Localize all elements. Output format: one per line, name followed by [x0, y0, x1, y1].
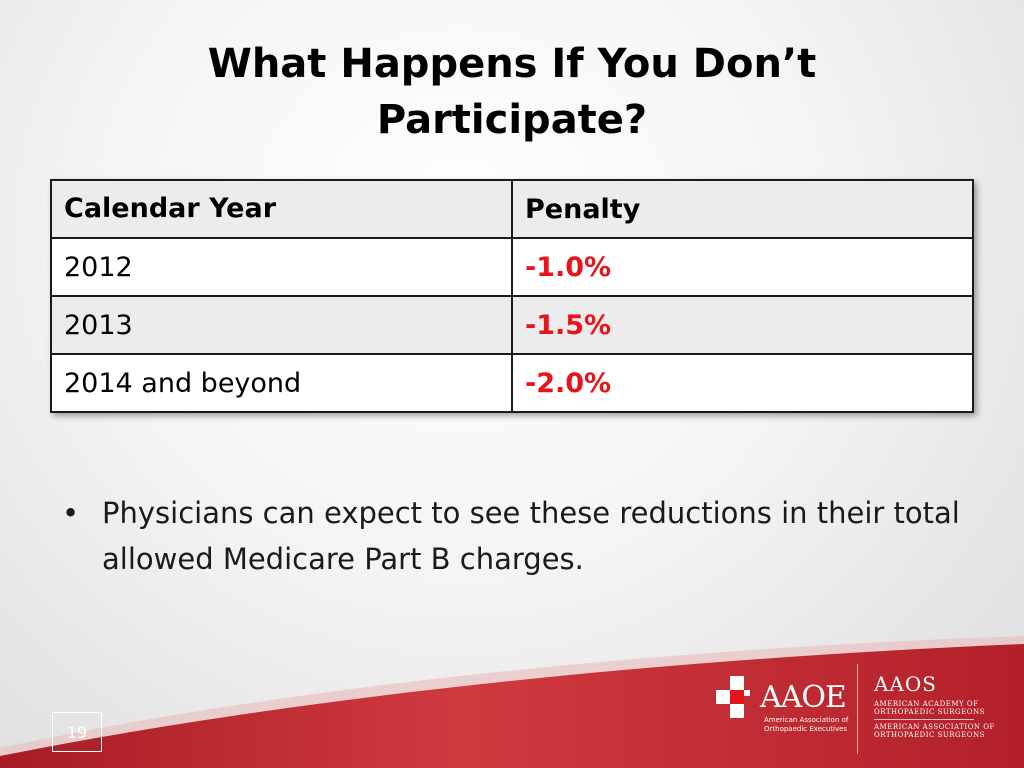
cell-year: 2014 and beyond: [50, 353, 513, 413]
aaos-line: ORTHOPAEDIC SURGEONS: [874, 708, 985, 716]
aaos-line: ORTHOPAEDIC SURGEONS: [874, 731, 985, 739]
aaoe-logo: AAOE American Association of Orthopaedic…: [716, 666, 856, 756]
slide-title: What Happens If You Don’t Participate?: [112, 36, 912, 148]
aaoe-subtitle-line: Orthopaedic Executives: [764, 725, 848, 733]
aaoe-cross-icon: [716, 676, 750, 718]
table-row: 2014 and beyond -2.0%: [50, 353, 974, 413]
table-row: 2012 -1.0%: [50, 237, 974, 297]
aaos-logo: AAOS AMERICAN ACADEMY OF ORTHOPAEDIC SUR…: [874, 672, 1014, 739]
slide-title-line-1: What Happens If You Don’t: [207, 41, 817, 87]
cell-year: 2012: [50, 237, 513, 297]
aaos-rule: [874, 719, 974, 720]
logo-divider: [857, 664, 858, 754]
cell-year: 2013: [50, 295, 513, 355]
table-row: 2013 -1.5%: [50, 295, 974, 355]
cell-penalty: -2.0%: [511, 353, 974, 413]
slide-title-line-2: Participate?: [376, 97, 648, 143]
bullet-dot-icon: •: [62, 496, 80, 530]
cell-penalty: -1.5%: [511, 295, 974, 355]
aaos-line: AMERICAN ACADEMY OF: [874, 700, 979, 708]
footer-swoosh: [0, 636, 1024, 768]
cell-penalty: -1.0%: [511, 237, 974, 297]
table-header-row: Calendar Year Penalty: [50, 179, 974, 239]
aaoe-subtitle-line: American Association of: [764, 716, 849, 724]
header-penalty: Penalty: [511, 179, 974, 239]
aaos-line: AMERICAN ASSOCIATION OF: [874, 723, 995, 731]
bullet-text: Physicians can expect to see these reduc…: [102, 496, 960, 576]
aaoe-subtitle: American Association of Orthopaedic Exec…: [764, 716, 848, 734]
aaoe-name: AAOE: [760, 680, 847, 715]
penalty-table: Calendar Year Penalty 2012 -1.0% 2013 -1…: [50, 179, 974, 413]
header-calendar-year: Calendar Year: [50, 179, 513, 239]
aaos-name: AAOS: [874, 672, 937, 696]
bullet-item: • Physicians can expect to see these red…: [62, 490, 982, 582]
page-number: 19: [52, 712, 102, 752]
